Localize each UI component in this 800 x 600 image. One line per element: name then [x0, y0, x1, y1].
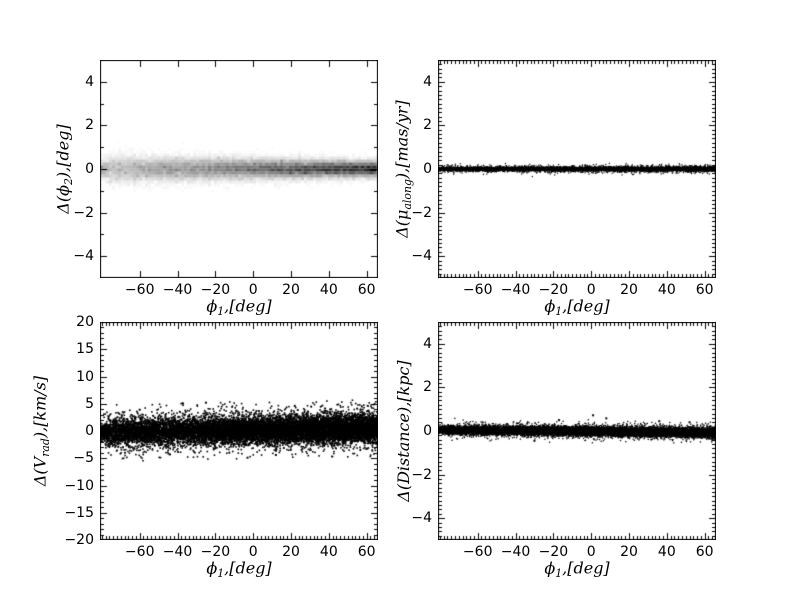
x-tick-label-delta-phi2: 40: [319, 282, 338, 298]
x-tick-label-delta-phi2: −40: [162, 282, 193, 298]
x-tick-label-delta-distance: −60: [462, 544, 493, 560]
y-tick-label-delta-vrad: −10: [64, 477, 94, 494]
y-tick-label-delta-mu-along: 4: [423, 73, 432, 90]
y-tick-label-delta-distance: −2: [411, 466, 432, 483]
x-tick-label-delta-vrad: 60: [357, 544, 376, 560]
x-tick-label-delta-distance: −20: [538, 544, 569, 560]
y-tick-label-delta-vrad: −5: [73, 450, 94, 467]
y-axis-label-delta-distance: Δ(Distance),[kpc]: [394, 360, 413, 502]
y-tick-label-delta-vrad: 10: [76, 368, 94, 385]
x-tick-label-delta-mu-along: 40: [657, 282, 676, 298]
plot-area-delta-distance: [438, 322, 716, 540]
y-tick-label-delta-phi2: 0: [85, 161, 94, 177]
y-tick-label-delta-distance: 0: [423, 423, 432, 439]
x-tick-label-delta-vrad: −20: [200, 544, 231, 560]
x-tick-label-delta-phi2: −60: [124, 282, 155, 298]
plot-area-delta-mu-along: [438, 60, 716, 278]
x-tick-label-delta-vrad: 40: [319, 544, 338, 560]
x-tick-label-delta-vrad: −60: [124, 544, 155, 560]
x-tick-label-delta-mu-along: −40: [500, 282, 531, 298]
y-tick-label-delta-distance: 4: [423, 335, 432, 352]
x-tick-label-delta-mu-along: −20: [538, 282, 569, 298]
x-tick-label-delta-vrad: −40: [162, 544, 193, 560]
plot-area-delta-vrad: [100, 322, 378, 540]
x-tick-label-delta-phi2: 0: [248, 282, 258, 298]
y-axis-label-delta-vrad: Δ(Vrad),[km/s]: [30, 375, 52, 487]
y-axis-label-delta-phi2: Δ(ϕ2),[deg]: [53, 124, 75, 214]
x-tick-label-delta-mu-along: 20: [620, 282, 638, 298]
y-tick-label-delta-mu-along: −4: [411, 248, 432, 265]
x-tick-label-delta-vrad: 20: [282, 544, 300, 560]
x-tick-label-delta-mu-along: 60: [695, 282, 714, 298]
x-tick-label-delta-mu-along: −60: [462, 282, 493, 298]
x-tick-label-delta-distance: 40: [657, 544, 676, 560]
y-tick-label-delta-mu-along: −2: [411, 204, 432, 221]
y-tick-label-delta-vrad: 15: [76, 341, 94, 358]
y-tick-label-delta-vrad: −15: [64, 504, 94, 521]
x-tick-label-delta-phi2: 60: [357, 282, 376, 298]
x-axis-label-delta-mu-along: ϕ1,[deg]: [544, 296, 610, 318]
x-axis-label-delta-distance: ϕ1,[deg]: [544, 558, 610, 580]
y-tick-label-delta-vrad: 20: [76, 314, 94, 330]
plot-area-delta-phi2: [100, 60, 378, 278]
x-tick-label-delta-distance: −40: [500, 544, 531, 560]
x-axis-label-delta-phi2: ϕ1,[deg]: [206, 296, 272, 318]
y-tick-label-delta-distance: 2: [423, 379, 432, 396]
y-tick-label-delta-mu-along: 0: [423, 161, 432, 177]
y-tick-label-delta-vrad: 0: [85, 423, 94, 439]
x-tick-label-delta-phi2: −20: [200, 282, 231, 298]
y-tick-label-delta-vrad: −20: [64, 532, 94, 548]
y-tick-label-delta-mu-along: 2: [423, 117, 432, 134]
y-tick-label-delta-distance: −4: [411, 510, 432, 527]
y-tick-label-delta-vrad: 5: [85, 395, 94, 412]
x-tick-label-delta-distance: 20: [620, 544, 638, 560]
x-tick-label-delta-phi2: 20: [282, 282, 300, 298]
x-axis-label-delta-vrad: ϕ1,[deg]: [206, 558, 272, 580]
y-tick-label-delta-phi2: 4: [85, 73, 94, 90]
y-axis-label-delta-mu-along: Δ(μalong),[mas/yr]: [392, 100, 414, 238]
x-tick-label-delta-mu-along: 0: [586, 282, 596, 298]
x-tick-label-delta-distance: 0: [586, 544, 596, 560]
x-tick-label-delta-vrad: 0: [248, 544, 258, 560]
x-tick-label-delta-distance: 60: [695, 544, 714, 560]
y-tick-label-delta-phi2: −2: [73, 204, 94, 221]
y-tick-label-delta-phi2: 2: [85, 117, 94, 134]
y-tick-label-delta-phi2: −4: [73, 248, 94, 265]
